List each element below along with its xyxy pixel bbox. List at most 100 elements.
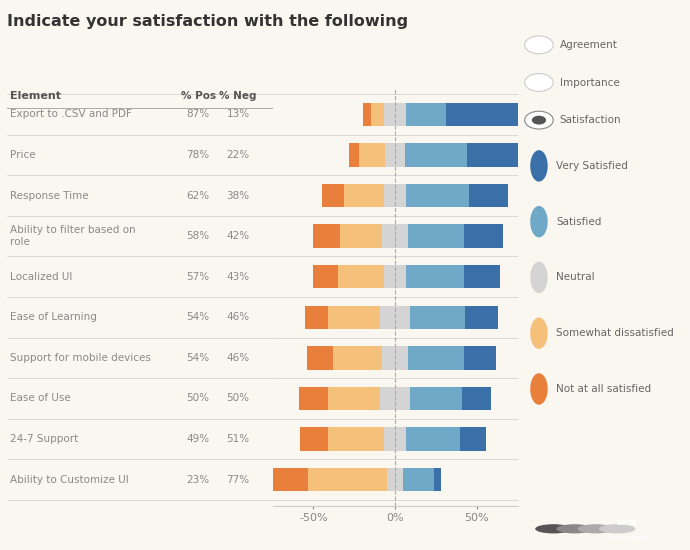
Text: % Neg: % Neg [219,91,257,101]
Bar [382,224,408,248]
Circle shape [599,524,635,534]
Bar [344,184,384,207]
Bar [462,387,491,410]
Bar [300,427,328,451]
Bar [408,224,464,248]
Bar [384,103,406,126]
Bar [467,143,532,167]
Text: Price: Price [10,150,35,160]
Circle shape [530,206,548,238]
Text: 57%: 57% [186,272,210,282]
Bar [464,224,503,248]
Bar [382,346,408,370]
Text: Somewhat dissatisfied: Somewhat dissatisfied [556,328,674,338]
Text: Ability to filter based on
role: Ability to filter based on role [10,226,135,247]
Bar [380,305,410,329]
Text: Ease of Use: Ease of Use [10,393,70,404]
Bar [405,143,467,167]
Text: 42%: 42% [226,231,250,241]
Bar [363,103,371,126]
Circle shape [578,524,614,534]
Bar [371,103,384,126]
Circle shape [524,111,553,129]
Bar [299,387,328,410]
Bar [380,387,410,410]
Bar [434,468,441,491]
Bar [446,103,548,126]
Bar [410,387,462,410]
Text: % Pos: % Pos [181,91,216,101]
Bar [313,224,339,248]
Bar [349,143,359,167]
Bar [465,305,498,329]
Bar [338,265,384,289]
Text: Indicate your satisfaction with the following: Indicate your satisfaction with the foll… [7,14,408,29]
Bar [384,265,406,289]
Text: 58%: 58% [186,231,210,241]
Text: 49%: 49% [186,434,210,444]
Circle shape [530,373,548,405]
Text: 13%: 13% [226,109,250,119]
Text: Ease of Learning: Ease of Learning [10,312,97,322]
Text: Agreement: Agreement [560,40,618,50]
Text: Ability to Customize UI: Ability to Customize UI [10,475,128,485]
Text: 23%: 23% [186,475,210,485]
Circle shape [556,524,593,534]
Bar [308,468,387,491]
Text: 62%: 62% [186,190,210,201]
Text: Response Time: Response Time [10,190,88,201]
Bar [410,305,465,329]
Circle shape [530,150,548,182]
Bar [313,265,338,289]
Text: 77%: 77% [226,475,250,485]
Bar [469,184,508,207]
Text: Very Satisfied: Very Satisfied [556,161,629,171]
Bar [464,346,496,370]
Circle shape [530,317,548,349]
Text: Neutral: Neutral [556,272,595,282]
Text: Support for mobile devices: Support for mobile devices [10,353,150,363]
Text: 43%: 43% [226,272,250,282]
Bar [406,184,469,207]
Circle shape [530,262,548,293]
Text: 87%: 87% [186,109,210,119]
Text: 38%: 38% [226,190,250,201]
Bar [328,387,380,410]
Bar [261,468,308,491]
Text: REVELATIONS: REVELATIONS [605,536,647,541]
Text: 46%: 46% [226,353,250,363]
Text: 22%: 22% [226,150,250,160]
Text: 46%: 46% [226,312,250,322]
Bar [406,103,446,126]
Text: Not at all satisfied: Not at all satisfied [556,384,651,394]
Circle shape [524,36,553,54]
Bar [408,346,464,370]
Bar [307,346,333,370]
Bar [403,468,434,491]
Text: 54%: 54% [186,353,210,363]
Text: DATA: DATA [616,520,636,526]
Text: Satisfaction: Satisfaction [560,115,621,125]
Text: Element: Element [10,91,61,101]
Bar [328,305,380,329]
Bar [384,427,406,451]
Text: Export to .CSV and PDF: Export to .CSV and PDF [10,109,131,119]
Text: 78%: 78% [186,150,210,160]
Text: 24-7 Support: 24-7 Support [10,434,78,444]
Bar [464,265,500,289]
Text: 54%: 54% [186,312,210,322]
Text: Importance: Importance [560,78,620,87]
Bar [460,427,486,451]
Bar [406,265,464,289]
Bar [384,184,406,207]
Bar [328,427,384,451]
Bar [359,143,385,167]
Circle shape [535,524,571,534]
Text: Satisfied: Satisfied [556,217,602,227]
Bar [322,184,344,207]
Text: 50%: 50% [226,393,250,404]
Circle shape [532,116,546,125]
Bar [385,143,405,167]
Text: 50%: 50% [187,393,210,404]
Bar [387,468,403,491]
